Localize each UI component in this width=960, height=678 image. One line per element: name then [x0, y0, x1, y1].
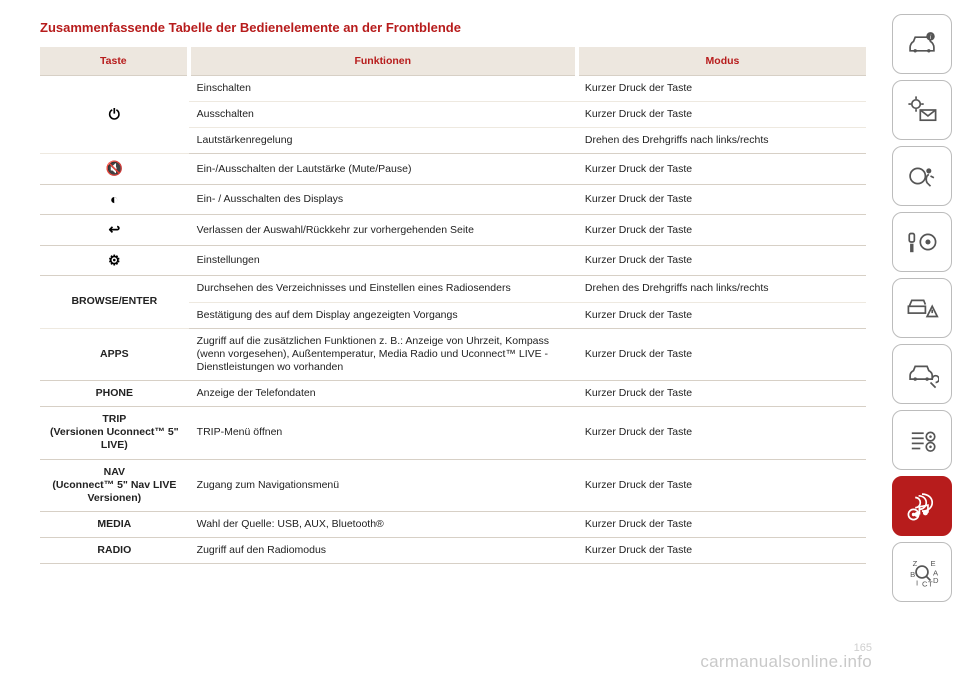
cell-funktionen: Zugriff auf die zusätzlichen Funktionen … [189, 328, 577, 380]
trip-label: TRIP (Versionen Uconnect™ 5" LIVE) [40, 407, 189, 459]
cell-funktionen: Zugang zum Navigationsmenü [189, 459, 577, 511]
svg-text:E: E [931, 559, 936, 568]
cell-funktionen: Wahl der Quelle: USB, AUX, Bluetooth® [189, 511, 577, 537]
apps-label: APPS [40, 328, 189, 380]
cell-funktionen: Ausschalten [189, 102, 577, 128]
svg-text:T: T [928, 579, 933, 588]
cell-funktionen: Bestätigung des auf dem Display angezeig… [189, 302, 577, 328]
display-icon: ◐ [40, 184, 189, 215]
cell-funktionen: Anzeige der Telefondaten [189, 381, 577, 407]
cell-modus: Kurzer Druck der Taste [577, 538, 866, 564]
table-row: ⏻ Einschalten Kurzer Druck der Taste [40, 76, 866, 102]
settings-icon: ⚙ [40, 245, 189, 276]
cell-modus: Kurzer Druck der Taste [577, 381, 866, 407]
svg-text:D: D [933, 576, 939, 585]
car-info-icon[interactable]: i [892, 14, 952, 74]
cell-modus: Kurzer Druck der Taste [577, 76, 866, 102]
cell-modus: Kurzer Druck der Taste [577, 511, 866, 537]
mute-icon: 🔇 [40, 154, 189, 185]
table-row: NAV (Uconnect™ 5" Nav LIVE Versionen) Zu… [40, 459, 866, 511]
table-header-row: Taste Funktionen Modus [40, 47, 866, 76]
col-header-modus: Modus [577, 47, 866, 76]
cell-modus: Kurzer Druck der Taste [577, 302, 866, 328]
cell-funktionen: Zugriff auf den Radiomodus [189, 538, 577, 564]
key-wheel-icon[interactable] [892, 212, 952, 272]
browse-label: BROWSE/ENTER [40, 276, 189, 328]
cell-funktionen: TRIP-Menü öffnen [189, 407, 577, 459]
back-icon: ↩ [40, 215, 189, 246]
media-label: MEDIA [40, 511, 189, 537]
table-row: 🔇 Ein-/Ausschalten der Lautstärke (Mute/… [40, 154, 866, 185]
cell-modus: Kurzer Druck der Taste [577, 407, 866, 459]
svg-text:Z: Z [913, 559, 918, 568]
table-row: ⚙ Einstellungen Kurzer Druck der Taste [40, 245, 866, 276]
cell-modus: Kurzer Druck der Taste [577, 154, 866, 185]
cell-funktionen: Lautstärkenregelung [189, 128, 577, 154]
page-title: Zusammenfassende Tabelle der Bedieneleme… [40, 20, 866, 35]
cell-funktionen: Einstellungen [189, 245, 577, 276]
table-row: APPS Zugriff auf die zusätzlichen Funkti… [40, 328, 866, 380]
light-mail-icon[interactable] [892, 80, 952, 140]
cell-modus: Drehen des Drehgriffs nach links/rechts [577, 128, 866, 154]
table-row: RADIO Zugriff auf den Radiomodus Kurzer … [40, 538, 866, 564]
svg-text:B: B [910, 570, 915, 579]
cell-funktionen: Ein- / Ausschalten des Displays [189, 184, 577, 215]
cell-funktionen: Ein-/Ausschalten der Lautstärke (Mute/Pa… [189, 154, 577, 185]
list-settings-icon[interactable] [892, 410, 952, 470]
cell-modus: Kurzer Druck der Taste [577, 184, 866, 215]
cell-funktionen: Einschalten [189, 76, 577, 102]
svg-text:C: C [922, 579, 928, 588]
cell-modus: Kurzer Druck der Taste [577, 102, 866, 128]
table-row: TRIP (Versionen Uconnect™ 5" LIVE) TRIP-… [40, 407, 866, 459]
cell-modus: Kurzer Druck der Taste [577, 459, 866, 511]
cell-modus: Kurzer Druck der Taste [577, 328, 866, 380]
index-icon[interactable]: Z E B A I C T D [892, 542, 952, 602]
table-row: ◐ Ein- / Ausschalten des Displays Kurzer… [40, 184, 866, 215]
table-row: MEDIA Wahl der Quelle: USB, AUX, Bluetoo… [40, 511, 866, 537]
svg-text:I: I [916, 579, 918, 588]
power-icon: ⏻ [40, 76, 189, 154]
nav-label: NAV (Uconnect™ 5" Nav LIVE Versionen) [40, 459, 189, 511]
content-area: Zusammenfassende Tabelle der Bedieneleme… [0, 0, 884, 678]
cell-modus: Kurzer Druck der Taste [577, 245, 866, 276]
table-row: BROWSE/ENTER Durchsehen des Verzeichniss… [40, 276, 866, 302]
cell-modus: Drehen des Drehgriffs nach links/rechts [577, 276, 866, 302]
service-car-icon[interactable] [892, 344, 952, 404]
table-row: ↩ Verlassen der Auswahl/Rückkehr zur vor… [40, 215, 866, 246]
cell-modus: Kurzer Druck der Taste [577, 215, 866, 246]
controls-table: Taste Funktionen Modus ⏻ Einschalten Kur… [40, 47, 866, 564]
cell-funktionen: Durchsehen des Verzeichnisses und Einste… [189, 276, 577, 302]
col-header-taste: Taste [40, 47, 189, 76]
phone-label: PHONE [40, 381, 189, 407]
cell-funktionen: Verlassen der Auswahl/Rückkehr zur vorhe… [189, 215, 577, 246]
media-nav-icon[interactable] [892, 476, 952, 536]
warning-car-icon[interactable] [892, 278, 952, 338]
section-tabs-sidebar: i Z E B A I C [884, 0, 960, 678]
table-row: PHONE Anzeige der Telefondaten Kurzer Dr… [40, 381, 866, 407]
radio-label: RADIO [40, 538, 189, 564]
watermark-text: carmanualsonline.info [700, 652, 872, 672]
airbag-icon[interactable] [892, 146, 952, 206]
col-header-funktionen: Funktionen [189, 47, 577, 76]
